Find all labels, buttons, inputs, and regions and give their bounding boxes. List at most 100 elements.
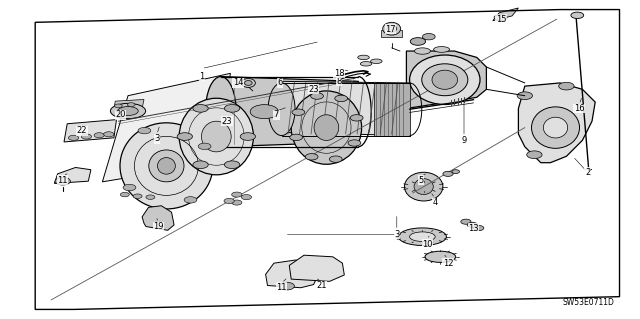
Circle shape: [193, 161, 208, 168]
Ellipse shape: [425, 251, 456, 262]
Circle shape: [422, 33, 435, 40]
Circle shape: [241, 195, 252, 200]
Text: SW53E0711D: SW53E0711D: [563, 298, 614, 307]
Circle shape: [193, 105, 208, 112]
Circle shape: [104, 132, 114, 137]
Ellipse shape: [531, 107, 580, 148]
Text: 12: 12: [443, 259, 453, 268]
Circle shape: [527, 151, 542, 159]
Circle shape: [335, 95, 348, 101]
Ellipse shape: [404, 172, 443, 201]
Ellipse shape: [358, 55, 369, 60]
Circle shape: [348, 140, 361, 146]
Polygon shape: [493, 8, 518, 21]
Text: 14: 14: [233, 78, 243, 87]
Circle shape: [410, 38, 426, 45]
Ellipse shape: [434, 47, 449, 52]
Text: 13: 13: [468, 224, 479, 233]
Polygon shape: [221, 77, 358, 147]
Ellipse shape: [543, 117, 568, 138]
Circle shape: [350, 115, 363, 121]
Ellipse shape: [241, 78, 255, 87]
Text: 10: 10: [422, 240, 433, 249]
Text: 8: 8: [337, 77, 342, 86]
Ellipse shape: [244, 80, 252, 85]
Ellipse shape: [371, 59, 382, 63]
Ellipse shape: [414, 179, 433, 195]
Circle shape: [474, 226, 484, 231]
Circle shape: [571, 12, 584, 19]
Ellipse shape: [149, 150, 184, 182]
Circle shape: [517, 92, 532, 100]
Text: 23: 23: [222, 117, 232, 126]
Ellipse shape: [410, 55, 480, 105]
Text: 5: 5: [419, 176, 424, 185]
Polygon shape: [289, 255, 344, 281]
Circle shape: [198, 143, 211, 150]
Ellipse shape: [432, 70, 458, 89]
Polygon shape: [374, 83, 410, 136]
Circle shape: [310, 93, 323, 99]
Circle shape: [250, 105, 278, 119]
Text: 3: 3: [154, 134, 159, 143]
Text: 3: 3: [394, 230, 399, 239]
Circle shape: [461, 219, 471, 224]
Ellipse shape: [205, 77, 236, 147]
Circle shape: [133, 194, 142, 198]
Ellipse shape: [111, 103, 146, 119]
Ellipse shape: [422, 64, 468, 96]
Text: 17: 17: [385, 25, 396, 34]
Polygon shape: [114, 100, 144, 110]
Ellipse shape: [410, 232, 435, 241]
Circle shape: [232, 200, 242, 205]
Circle shape: [467, 222, 477, 227]
Ellipse shape: [387, 25, 397, 32]
Text: 20: 20: [115, 110, 125, 119]
Ellipse shape: [291, 91, 362, 164]
Text: 7: 7: [274, 110, 279, 119]
Text: 22: 22: [77, 126, 87, 135]
Circle shape: [225, 161, 240, 168]
Circle shape: [81, 134, 92, 139]
Text: 15: 15: [496, 15, 506, 24]
Ellipse shape: [268, 83, 295, 136]
Text: 21: 21: [316, 281, 326, 290]
Ellipse shape: [202, 121, 231, 152]
Circle shape: [177, 133, 193, 140]
Ellipse shape: [360, 62, 372, 66]
Polygon shape: [282, 81, 410, 136]
Text: 9: 9: [461, 136, 467, 145]
Ellipse shape: [120, 123, 212, 209]
Text: 4: 4: [433, 198, 438, 207]
Circle shape: [559, 82, 574, 90]
Text: 1: 1: [199, 72, 204, 81]
Circle shape: [146, 195, 155, 199]
Circle shape: [224, 198, 234, 204]
Circle shape: [292, 109, 305, 115]
Ellipse shape: [383, 22, 401, 35]
Circle shape: [127, 103, 135, 107]
Ellipse shape: [398, 228, 447, 246]
Circle shape: [123, 184, 136, 191]
Circle shape: [290, 134, 303, 141]
Circle shape: [68, 135, 79, 140]
Circle shape: [120, 192, 129, 197]
Text: 11: 11: [58, 176, 68, 185]
Text: 23: 23: [308, 85, 319, 94]
Polygon shape: [381, 30, 402, 37]
Circle shape: [55, 177, 70, 185]
Circle shape: [225, 105, 240, 112]
Ellipse shape: [415, 48, 431, 54]
Ellipse shape: [157, 158, 175, 174]
Circle shape: [452, 170, 460, 174]
Circle shape: [138, 128, 151, 134]
Text: 6: 6: [278, 78, 283, 87]
Circle shape: [279, 282, 294, 290]
Polygon shape: [518, 83, 595, 163]
Circle shape: [330, 156, 342, 162]
Circle shape: [232, 192, 242, 197]
Text: 2: 2: [585, 168, 590, 177]
Polygon shape: [102, 73, 230, 182]
Circle shape: [240, 133, 255, 140]
Polygon shape: [54, 167, 91, 183]
